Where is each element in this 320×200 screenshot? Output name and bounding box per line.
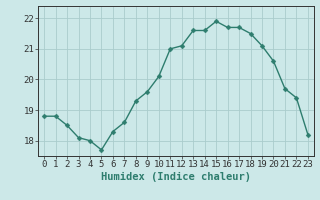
X-axis label: Humidex (Indice chaleur): Humidex (Indice chaleur)	[101, 172, 251, 182]
